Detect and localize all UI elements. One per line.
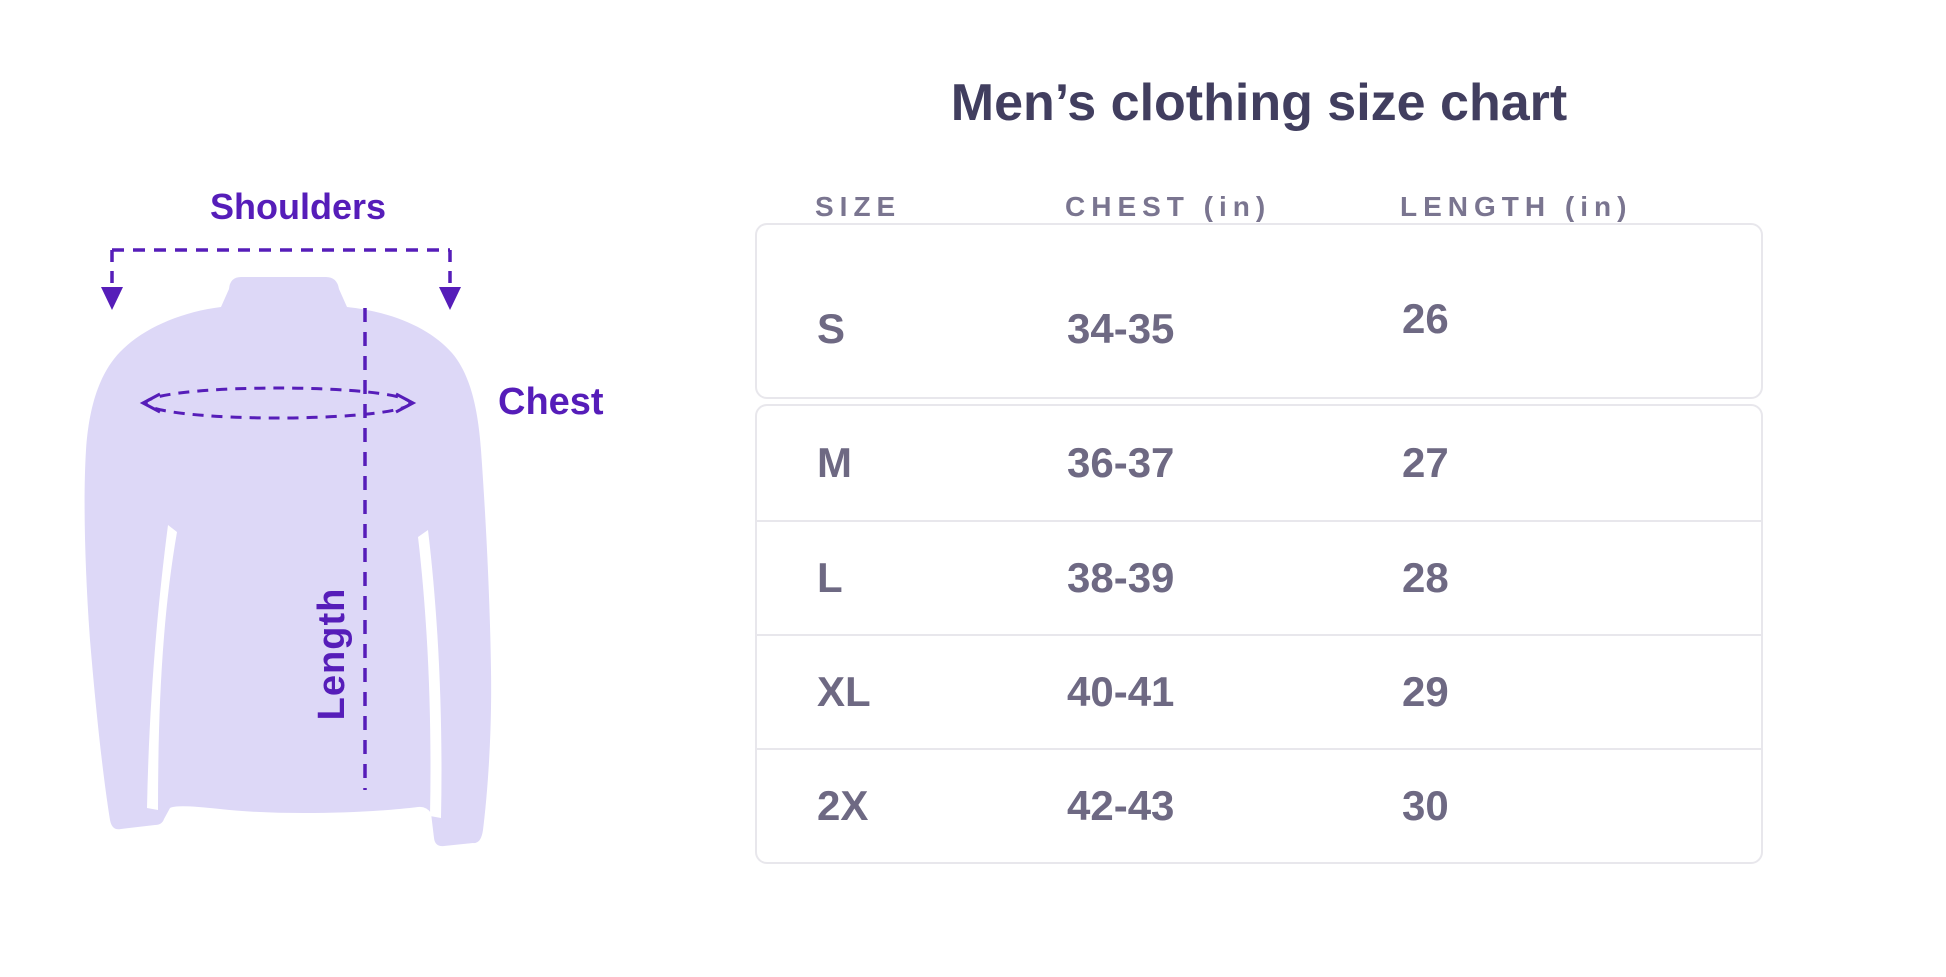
size-chart-panel: Men’s clothing size chart SIZE CHEST (in…: [755, 75, 1763, 864]
length-label: Length: [311, 587, 354, 721]
chest-cell: 34-35: [1067, 305, 1175, 352]
chart-title: Men’s clothing size chart: [950, 74, 1568, 132]
header-chest: CHEST (in): [1065, 191, 1272, 222]
chest-cell: 42-43: [1067, 782, 1175, 829]
table-row: XL 40-41 29: [757, 634, 1761, 748]
header-size: SIZE: [815, 191, 902, 222]
header-length: LENGTH (in): [1400, 191, 1633, 222]
table-header-row: SIZE CHEST (in) LENGTH (in): [755, 191, 1763, 223]
chest-cell: 36-37: [1067, 439, 1175, 486]
size-cell: S: [817, 305, 846, 352]
table-row: 2X 42-43 30: [757, 748, 1761, 862]
shoulders-arrowhead-right: [439, 287, 461, 310]
size-cell: XL: [817, 668, 871, 715]
length-cell: 27: [1402, 439, 1449, 486]
chest-arrowhead-right: [395, 392, 417, 414]
length-cell: 30: [1402, 782, 1449, 829]
length-cell: 29: [1402, 668, 1449, 715]
chest-label: Chest: [498, 381, 604, 423]
table-row: S 34-35 26: [757, 225, 1761, 397]
table-row: L 38-39 28: [757, 520, 1761, 634]
shoulders-label: Shoulders: [209, 186, 387, 227]
size-cell: 2X: [817, 782, 869, 829]
table-box-first: S 34-35 26: [755, 223, 1763, 399]
shoulders-arrow: [110, 248, 452, 287]
size-cell: M: [817, 439, 852, 486]
table-row: M 36-37 27: [757, 406, 1761, 520]
length-cell: 26: [1402, 295, 1449, 342]
shirt-measurement-diagram: [84, 248, 492, 847]
chest-cell: 40-41: [1067, 668, 1175, 715]
shoulders-arrowhead-left: [101, 287, 123, 310]
size-cell: L: [817, 554, 843, 601]
left-sleeve-gap: [147, 525, 177, 810]
right-sleeve-gap: [418, 530, 442, 818]
length-cell: 28: [1402, 554, 1449, 601]
shirt-silhouette: [84, 277, 492, 847]
table-box-rest: M 36-37 27 L 38-39 28 XL 40-41 29 2X 42-43 30: [755, 404, 1763, 864]
chest-cell: 38-39: [1067, 554, 1175, 601]
chest-arrowhead-left: [139, 392, 161, 414]
